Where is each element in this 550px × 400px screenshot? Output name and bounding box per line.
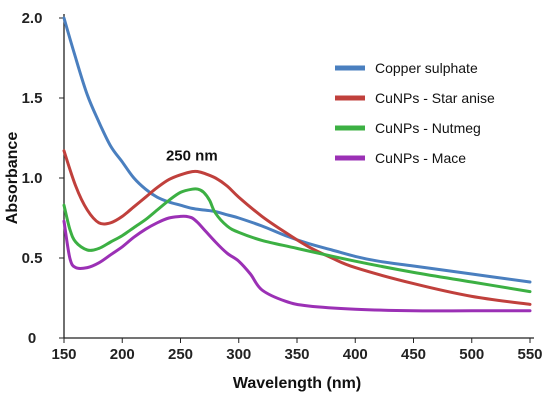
legend-label-cunps-mace: CuNPs - Mace <box>375 150 466 166</box>
series-line-cunps-star-anise <box>62 149 532 306</box>
peak-annotation: 250 nm <box>166 147 218 164</box>
series-lines <box>62 16 532 313</box>
y-tick-label: 0 <box>28 330 36 347</box>
y-tick-label: 0.5 <box>22 250 43 267</box>
y-axis-title: Absorbance <box>4 132 21 225</box>
y-tick-label: 2.0 <box>22 10 43 27</box>
annotations: 250 nm <box>166 147 218 164</box>
x-tick-label: 300 <box>226 346 251 363</box>
x-tick-label: 350 <box>284 346 309 363</box>
x-tick-label: 400 <box>343 346 368 363</box>
series-line-cunps-mace <box>62 214 532 313</box>
y-tick-label: 1.5 <box>22 90 43 107</box>
x-tick-label: 500 <box>459 346 484 363</box>
series-line-copper-sulphate <box>62 16 532 284</box>
x-tick-label: 150 <box>51 346 76 363</box>
legend: Copper sulphate CuNPs - Star anise CuNPs -… <box>335 60 495 166</box>
x-tick-label: 200 <box>110 346 135 363</box>
x-tick-label: 250 <box>168 346 193 363</box>
ticks: 150 200 250 300 350 400 450 500 550 0 0.5 1.0 1.5 2.0 <box>22 10 543 363</box>
x-axis-title: Wavelength (nm) <box>233 375 361 392</box>
y-tick-label: 1.0 <box>22 170 43 187</box>
legend-label-copper-sulphate: Copper sulphate <box>375 60 478 76</box>
x-tick-label: 550 <box>517 346 542 363</box>
series-line-cunps-nutmeg <box>62 187 532 294</box>
axes <box>63 14 534 339</box>
legend-label-cunps-star-anise: CuNPs - Star anise <box>375 90 495 106</box>
x-tick-label: 450 <box>401 346 426 363</box>
legend-label-cunps-nutmeg: CuNPs - Nutmeg <box>375 120 481 136</box>
